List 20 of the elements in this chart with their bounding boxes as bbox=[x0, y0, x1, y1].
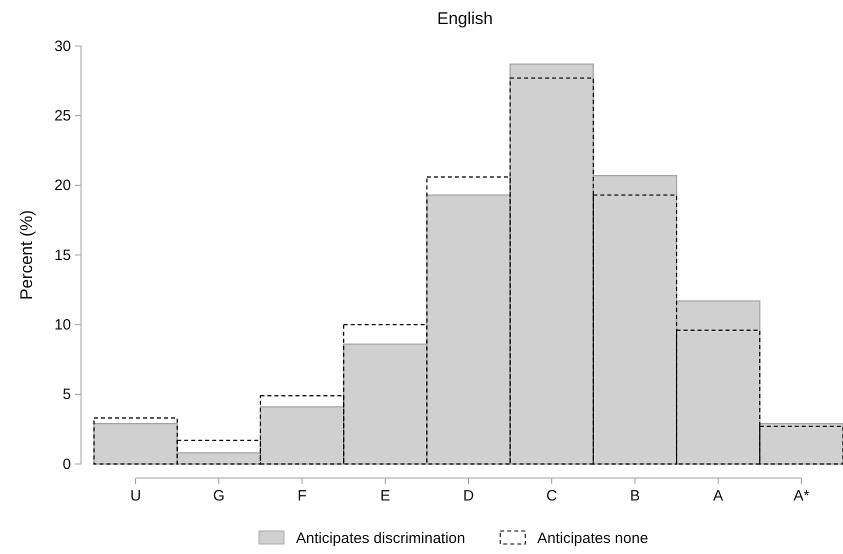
x-tick-label: E bbox=[380, 488, 390, 505]
x-tick-label: D bbox=[463, 488, 474, 505]
y-tick-label: 5 bbox=[62, 386, 71, 404]
y-tick-label: 0 bbox=[62, 456, 71, 473]
x-tick-label: G bbox=[212, 488, 225, 505]
x-tick-label: B bbox=[630, 488, 640, 505]
y-tick-label: 25 bbox=[54, 107, 71, 124]
chart-title: English bbox=[437, 9, 493, 28]
x-tick-label: A* bbox=[793, 488, 810, 505]
y-tick-label: 20 bbox=[54, 177, 71, 194]
legend-label: Anticipates discrimination bbox=[296, 530, 466, 547]
y-tick-label: 30 bbox=[54, 38, 71, 55]
x-tick-label: A bbox=[713, 488, 724, 505]
y-tick-label: 15 bbox=[54, 246, 71, 264]
legend-label: Anticipates none bbox=[537, 530, 648, 547]
y-tick-label: 10 bbox=[54, 316, 71, 334]
x-tick-label: U bbox=[130, 488, 142, 505]
x-tick-label: F bbox=[297, 488, 307, 505]
y-axis-title: Percent (%) bbox=[17, 210, 36, 300]
x-tick-label: C bbox=[546, 488, 558, 505]
